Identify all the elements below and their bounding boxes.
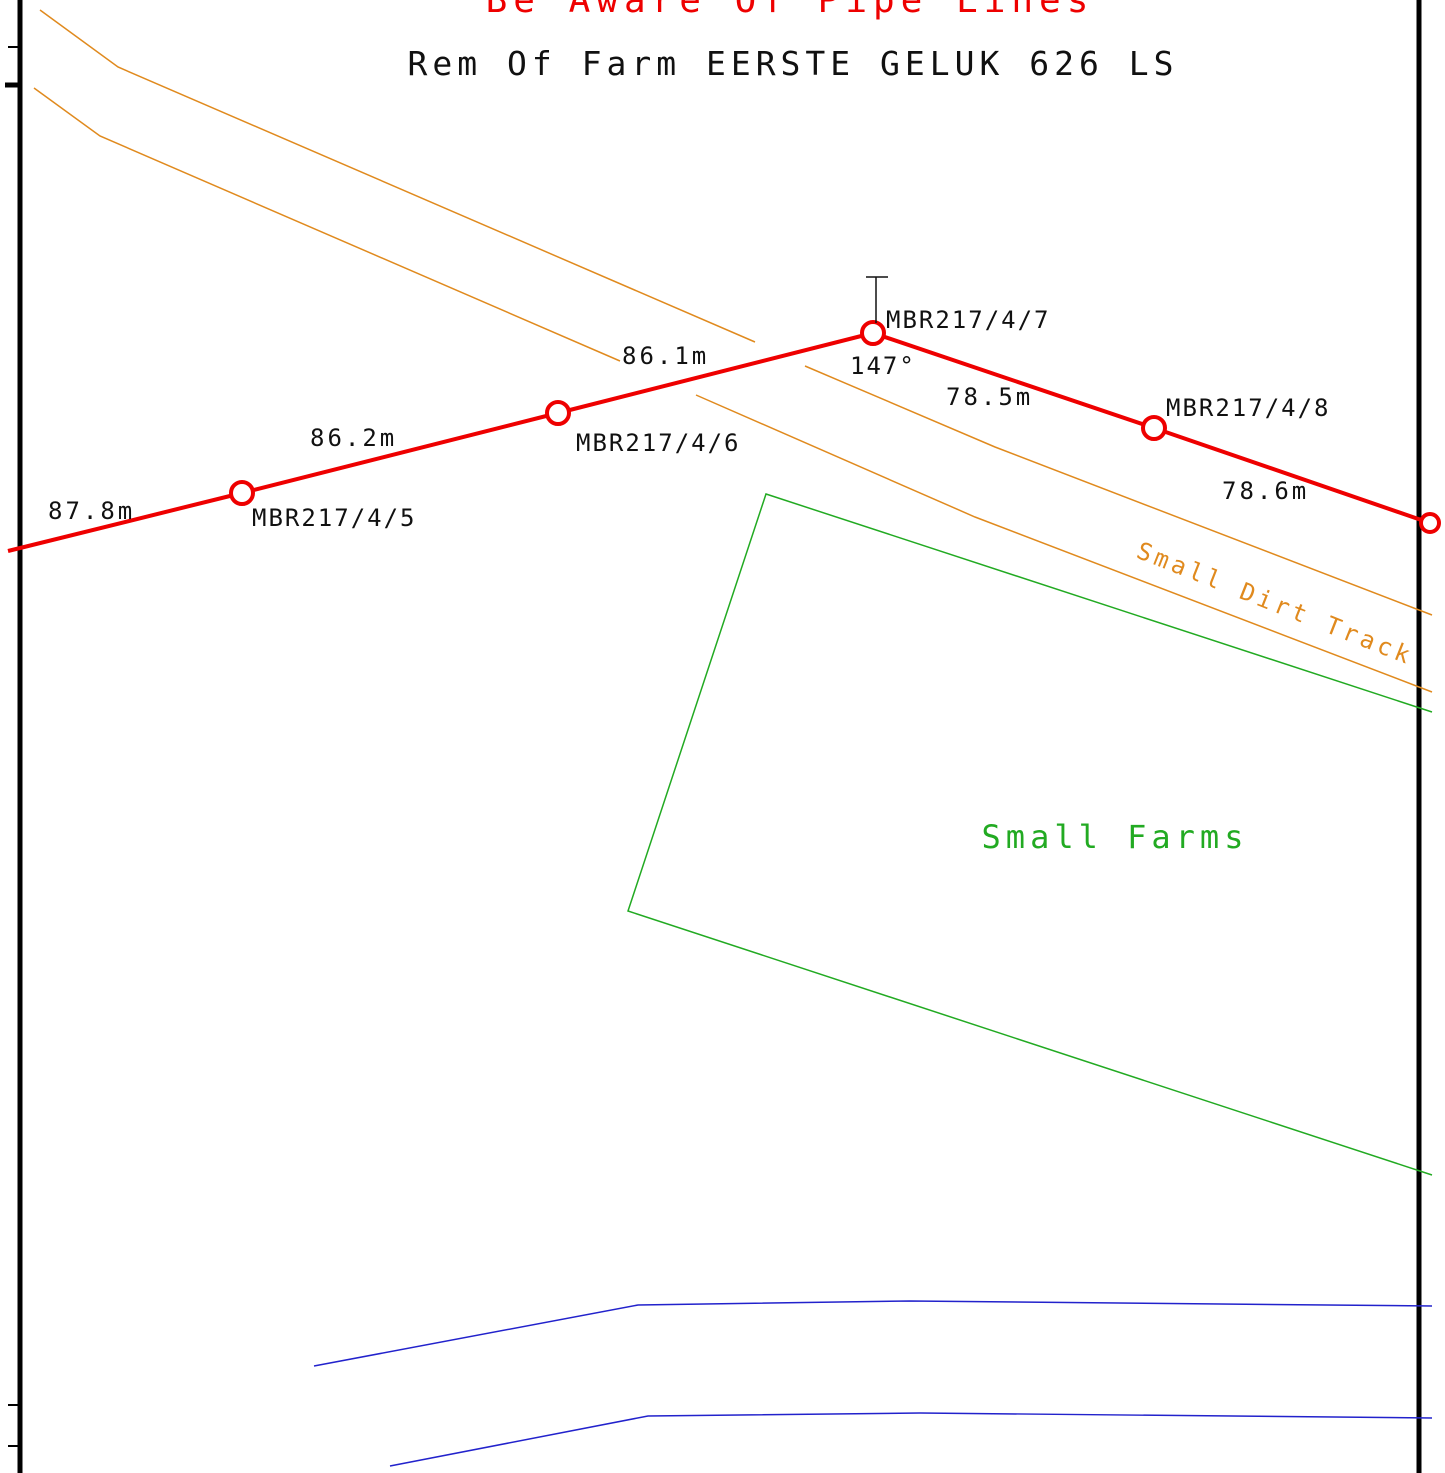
pipeline-marker-4-5[interactable] <box>229 480 255 506</box>
segment-length-label: 86.1m <box>622 342 709 370</box>
marker-label: MBR217/4/8 <box>1166 394 1331 422</box>
marker-label: MBR217/4/6 <box>576 429 741 457</box>
small-farms-boundary <box>627 493 1433 1176</box>
segment-length-label: 87.8m <box>48 497 135 525</box>
dirt-track-edge-upper <box>39 9 756 343</box>
dirt-track-edge-lower <box>33 87 621 362</box>
pipeline-marker-4-6[interactable] <box>545 400 571 426</box>
dirt-track-label: Small Dirt Track <box>1133 537 1418 671</box>
marker-label: MBR217/4/5 <box>252 504 417 532</box>
dirt-track-edge-upper <box>804 365 1433 616</box>
farm-name-title: Rem Of Farm EERSTE GELUK 626 LS <box>408 44 1179 83</box>
pipeline-route <box>7 330 1431 553</box>
segment-length-label: 78.5m <box>946 383 1033 411</box>
deflection-angle-label: 147° <box>850 352 916 380</box>
pipeline-warning-title: Be Aware Of Pipe Lines <box>486 0 1095 21</box>
dirt-track-edge-lower <box>695 394 1433 693</box>
water-line-upper <box>313 1300 1433 1367</box>
water-line-lower <box>389 1412 1433 1467</box>
small-farms-label: Small Farms <box>982 818 1249 856</box>
pipeline-marker-4-7[interactable] <box>860 320 886 346</box>
marker-label: MBR217/4/7 <box>886 306 1051 334</box>
pipeline-marker-edge <box>1419 512 1441 534</box>
segment-length-label: 86.2m <box>310 424 397 452</box>
pipeline-marker-4-8[interactable] <box>1141 415 1167 441</box>
segment-length-label: 78.6m <box>1222 477 1309 505</box>
